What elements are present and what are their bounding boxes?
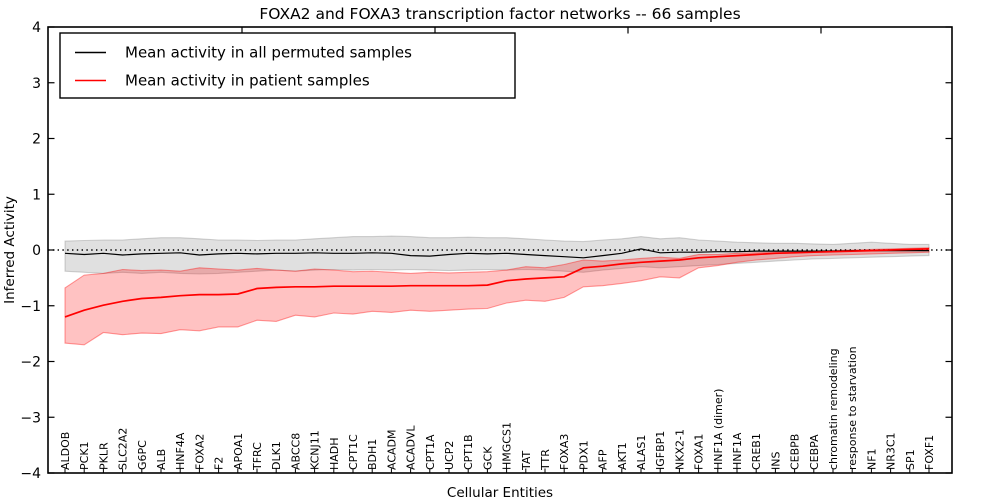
x-category-label: UCP2 [443, 441, 456, 470]
x-category-label: PKLR [97, 442, 110, 470]
x-category-label: FOXF1 [923, 435, 936, 470]
x-category-label: NR3C1 [885, 432, 898, 470]
y-tick-label: 1 [32, 187, 41, 203]
x-category-label: NF1 [865, 448, 878, 470]
legend: Mean activity in all permuted samples Me… [59, 32, 516, 99]
x-category-label: chromatin remodeling [827, 348, 840, 470]
x-axis-label: Cellular Entities [447, 485, 553, 500]
y-tick-label: 2 [32, 132, 41, 148]
x-category-label: AFP [597, 449, 610, 470]
permuted-mean-line [64, 248, 929, 259]
patient-band [64, 247, 930, 346]
x-category-label: HADH [328, 437, 341, 470]
x-category-label: INS [769, 452, 782, 470]
y-tick-label: −2 [20, 355, 41, 371]
x-category-label: CEBPA [808, 434, 821, 470]
x-category-label: KCNJ11 [309, 430, 322, 470]
legend-box [59, 32, 516, 99]
x-category-label: TFRC [251, 442, 264, 471]
x-category-label: TAT [520, 450, 533, 471]
x-category-label: TTR [539, 449, 552, 471]
x-category-label: ABCC8 [289, 433, 302, 470]
y-tick-label: 0 [32, 243, 41, 259]
y-tick-label: −4 [20, 466, 41, 482]
permuted-band [64, 235, 930, 275]
x-category-label: ALDOB [59, 432, 72, 470]
x-category-label: GCK [481, 446, 494, 470]
x-category-label: DLK1 [270, 441, 283, 470]
x-category-label: PCK1 [78, 441, 91, 470]
x-category-label: F2 [213, 457, 226, 470]
x-category-label: ACADVL [405, 425, 418, 470]
x-category-label: ALB [155, 449, 168, 470]
y-tick-label: 3 [32, 76, 41, 92]
plot-area: 4 3 2 1 0 −1 −2 −3 −4 ALDOB PCK1 PKLR SLC2A2 G6PC ALB H… [20, 20, 953, 482]
x-category-label: HNF1A (dimer) [712, 389, 725, 470]
y-tick-label: −1 [20, 299, 41, 315]
x-category-label: BDH1 [366, 439, 379, 470]
x-category-label: CPT1A [424, 434, 437, 470]
x-category-label: response to starvation [846, 346, 859, 470]
x-category-label: CREB1 [750, 433, 763, 470]
x-category-label: NKX2-1 [673, 429, 686, 470]
x-category-label: G6PC [136, 440, 149, 470]
x-category-label: SLC2A2 [117, 428, 130, 470]
patient-mean-line [64, 248, 930, 318]
x-category-label: FOXA3 [558, 434, 571, 470]
x-category-label: CPT1B [462, 434, 475, 470]
x-category-label: HNF4A [174, 432, 187, 470]
x-category-label: HMGCS1 [501, 422, 514, 470]
x-category-label: AKT1 [616, 442, 629, 470]
x-category-label: HNF1A [731, 432, 744, 470]
y-tick-label: 4 [32, 20, 41, 36]
legend-patient-label: Mean activity in patient samples [125, 72, 370, 90]
x-category-label: ACADM [385, 430, 398, 471]
x-category-label: ALAS1 [635, 435, 648, 470]
x-category-label: PDX1 [577, 440, 590, 470]
x-category-label: FOXA2 [193, 434, 206, 470]
x-category-label: IGFBP1 [654, 431, 667, 470]
y-axis-label: Inferred Activity [2, 196, 18, 304]
x-category-label: APOA1 [232, 433, 245, 470]
chart-title: FOXA2 and FOXA3 transcription factor net… [259, 5, 740, 23]
x-category-label: CPT1C [347, 434, 360, 470]
x-category-label: SP1 [904, 449, 917, 470]
x-category-label: CEBPB [789, 434, 802, 470]
x-category-label: FOXA1 [693, 434, 706, 470]
legend-permuted-label: Mean activity in all permuted samples [125, 44, 412, 62]
y-tick-label: −3 [20, 410, 41, 426]
